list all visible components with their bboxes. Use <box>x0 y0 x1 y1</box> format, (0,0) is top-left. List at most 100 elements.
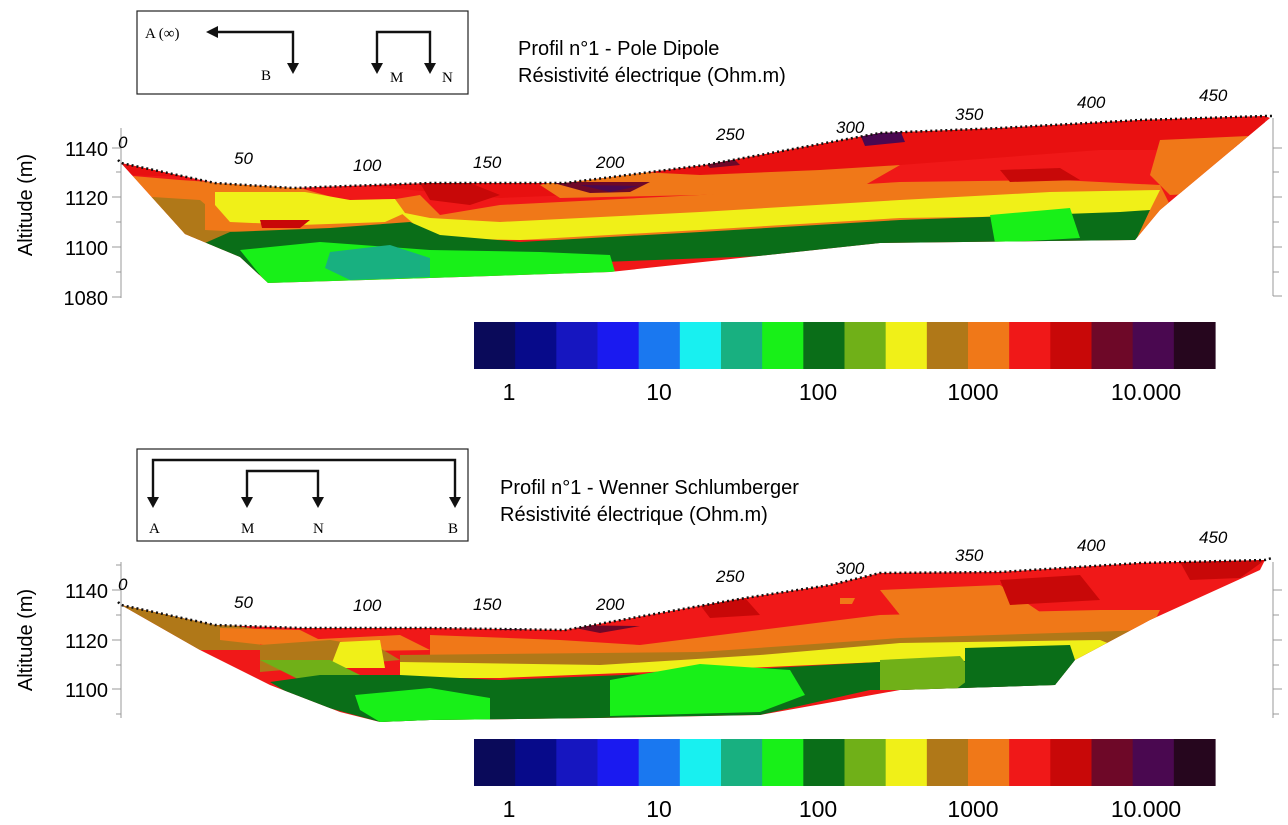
electrode-arrowheads <box>147 497 461 508</box>
colorbar-swatch <box>1173 322 1216 369</box>
x-tick-label: 100 <box>353 156 382 175</box>
colorbar-label: 10 <box>646 796 672 822</box>
colorbar-swatch <box>1050 322 1093 369</box>
colorbar-swatch <box>926 322 969 369</box>
electrode-label: A <box>149 521 160 537</box>
y-tick-label: 1140 <box>65 581 108 603</box>
x-tick-label: 300 <box>836 118 865 137</box>
x-tick-label: 250 <box>715 125 745 144</box>
x-tick-label: 100 <box>353 596 382 615</box>
colorbar-swatch <box>1091 322 1134 369</box>
x-tick-label: 300 <box>836 559 865 578</box>
profile-subtitle: Résistivité électrique (Ohm.m) <box>500 504 768 526</box>
y-tick-label: 1120 <box>65 631 108 653</box>
colorbar-swatch <box>1009 322 1051 369</box>
x-tick-label: 50 <box>234 149 253 168</box>
colorbar-swatch <box>515 739 557 786</box>
y-axis-ticks <box>112 147 121 298</box>
colorbar-swatch <box>844 739 887 786</box>
colorbar <box>474 322 1216 369</box>
y-axis-label: Altitude (m) <box>15 589 37 691</box>
colorbar-swatch <box>1132 322 1175 369</box>
colorbar-label: 1 <box>503 796 516 822</box>
electrode-diagram-box <box>136 10 469 95</box>
resistivity-section <box>117 556 1273 722</box>
y-axis-ticks <box>112 564 121 715</box>
electrode-label: M <box>390 70 403 86</box>
electrode-label: N <box>313 521 324 537</box>
profile-subtitle: Résistivité électrique (Ohm.m) <box>518 65 786 87</box>
colorbar-swatch <box>597 739 640 786</box>
colorbar-swatch <box>762 322 804 369</box>
colorbar-swatch <box>885 739 928 786</box>
colorbar-swatch <box>844 322 887 369</box>
electrode-arrowheads <box>206 26 436 74</box>
colorbar-swatch <box>597 322 640 369</box>
profile-title: Profil n°1 - Wenner Schlumberger <box>500 477 799 499</box>
y-tick-label: 1120 <box>65 188 108 210</box>
colorbar-swatch <box>803 322 846 369</box>
colorbar-swatch <box>638 739 681 786</box>
x-tick-label: 0 <box>118 575 128 594</box>
y-axis-label: Altitude (m) <box>15 154 37 256</box>
colorbar-label: 1000 <box>947 379 998 405</box>
colorbar-swatch <box>679 739 722 786</box>
y-tick-label: 1100 <box>65 680 108 702</box>
x-tick-label: 400 <box>1077 536 1106 555</box>
profile-panel-pole-dipole: A (∞) B M N Profil n°1 - Pole Dipole Rés… <box>0 0 1288 412</box>
electrode-diagram-box <box>136 448 469 542</box>
colorbar-swatch <box>474 322 516 369</box>
x-tick-label: 50 <box>234 593 253 612</box>
electrode-label: N <box>442 70 453 86</box>
x-tick-label: 200 <box>595 595 625 614</box>
topography-line <box>117 114 1272 190</box>
colorbar-swatch <box>556 739 599 786</box>
x-tick-label: 150 <box>473 153 502 172</box>
x-tick-label: 250 <box>715 567 745 586</box>
colorbar-swatch <box>926 739 969 786</box>
colorbar-swatch <box>762 739 804 786</box>
colorbar-swatch <box>968 322 1010 369</box>
colorbar-swatch <box>721 322 763 369</box>
colorbar-swatch <box>679 322 722 369</box>
x-tick-label: 350 <box>955 546 984 565</box>
colorbar-label: 100 <box>799 379 837 405</box>
x-tick-label: 150 <box>473 595 502 614</box>
profile-title: Profil n°1 - Pole Dipole <box>518 38 719 60</box>
colorbar-swatch <box>1009 739 1051 786</box>
colorbar-label: 10.000 <box>1111 796 1181 822</box>
electrode-label: A (∞) <box>145 26 179 42</box>
right-axis-ticks <box>1273 589 1282 715</box>
colorbar-swatch <box>1091 739 1134 786</box>
colorbar-swatch <box>721 739 763 786</box>
x-tick-label: 450 <box>1199 86 1228 105</box>
electrode-wiring <box>151 458 457 500</box>
y-tick-label: 1080 <box>64 288 109 310</box>
electrode-label: B <box>448 521 458 537</box>
right-axis-ticks <box>1273 147 1282 297</box>
colorbar-swatch <box>1132 739 1175 786</box>
colorbar-swatch <box>556 322 599 369</box>
colorbar <box>474 739 1216 786</box>
y-tick-label: 1140 <box>65 139 108 161</box>
x-tick-label: 200 <box>595 153 625 172</box>
colorbar-label: 1000 <box>947 796 998 822</box>
colorbar-swatch <box>638 322 681 369</box>
colorbar-label: 10.000 <box>1111 379 1181 405</box>
colorbar-swatch <box>474 739 516 786</box>
electrode-label: M <box>241 521 254 537</box>
colorbar-swatch <box>803 739 846 786</box>
colorbar-swatch <box>1173 739 1216 786</box>
colorbar-swatch <box>885 322 928 369</box>
colorbar-label: 1 <box>503 379 516 405</box>
x-tick-label: 350 <box>955 105 984 124</box>
colorbar-swatch <box>968 739 1010 786</box>
y-tick-label: 1100 <box>65 238 108 260</box>
section-figure: A (∞) B M N Profil n°1 - Pole Dipole Rés… <box>15 10 1282 405</box>
colorbar-label: 10 <box>646 379 672 405</box>
electrode-wiring <box>215 30 432 66</box>
electrode-label: B <box>261 68 271 84</box>
x-tick-label: 450 <box>1199 528 1228 547</box>
